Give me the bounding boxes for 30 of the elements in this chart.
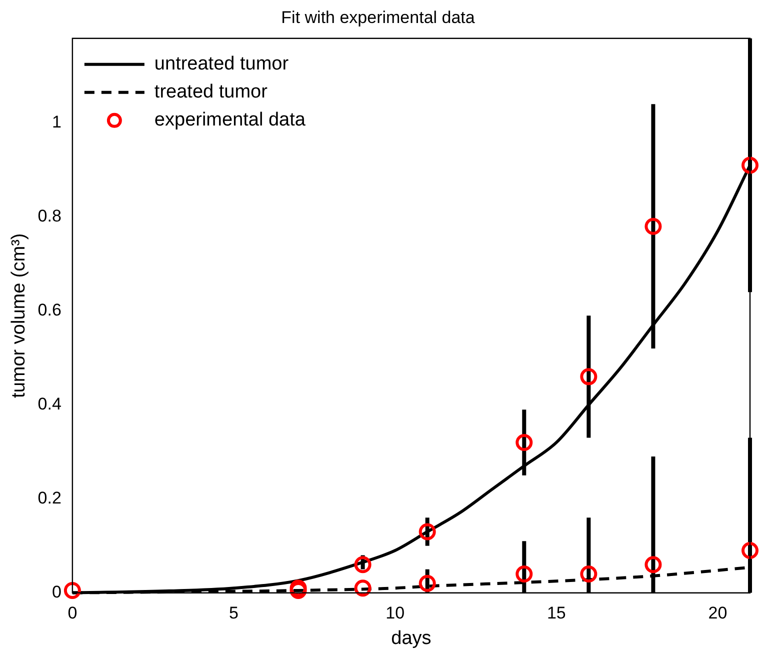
point [516,434,533,451]
y-tick-label: 0.4 [38,394,62,414]
legend-label: treated tumor [154,82,268,103]
x-tick-label: 10 [386,604,405,623]
point [354,556,372,574]
point [354,580,372,597]
point [64,582,81,599]
point [418,574,436,592]
chart-title: Fit with experimental data [281,8,476,27]
point [742,542,758,560]
y-tick-label: 0 [52,582,62,602]
y-tick-label: 0.2 [38,488,62,508]
point [418,523,436,540]
x-tick-label: 20 [708,604,728,623]
point [742,156,758,174]
legend-label: experimental data [154,110,306,131]
x-axis-title: days [391,628,432,649]
point [644,556,662,574]
legend-label: untreated tumor [154,54,290,75]
x-tick-label: 5 [229,604,238,623]
point [516,566,533,583]
y-tick-label: 0.6 [38,300,62,320]
point [580,368,598,386]
point [580,566,598,583]
y-tick-label: 0.8 [38,206,62,226]
x-tick-label: 15 [546,604,566,623]
y-tick-label: 1 [52,112,62,132]
y-axis-title: tumor volume (cm³) [8,233,30,398]
point [644,218,662,235]
x-tick-label: 0 [68,604,78,623]
